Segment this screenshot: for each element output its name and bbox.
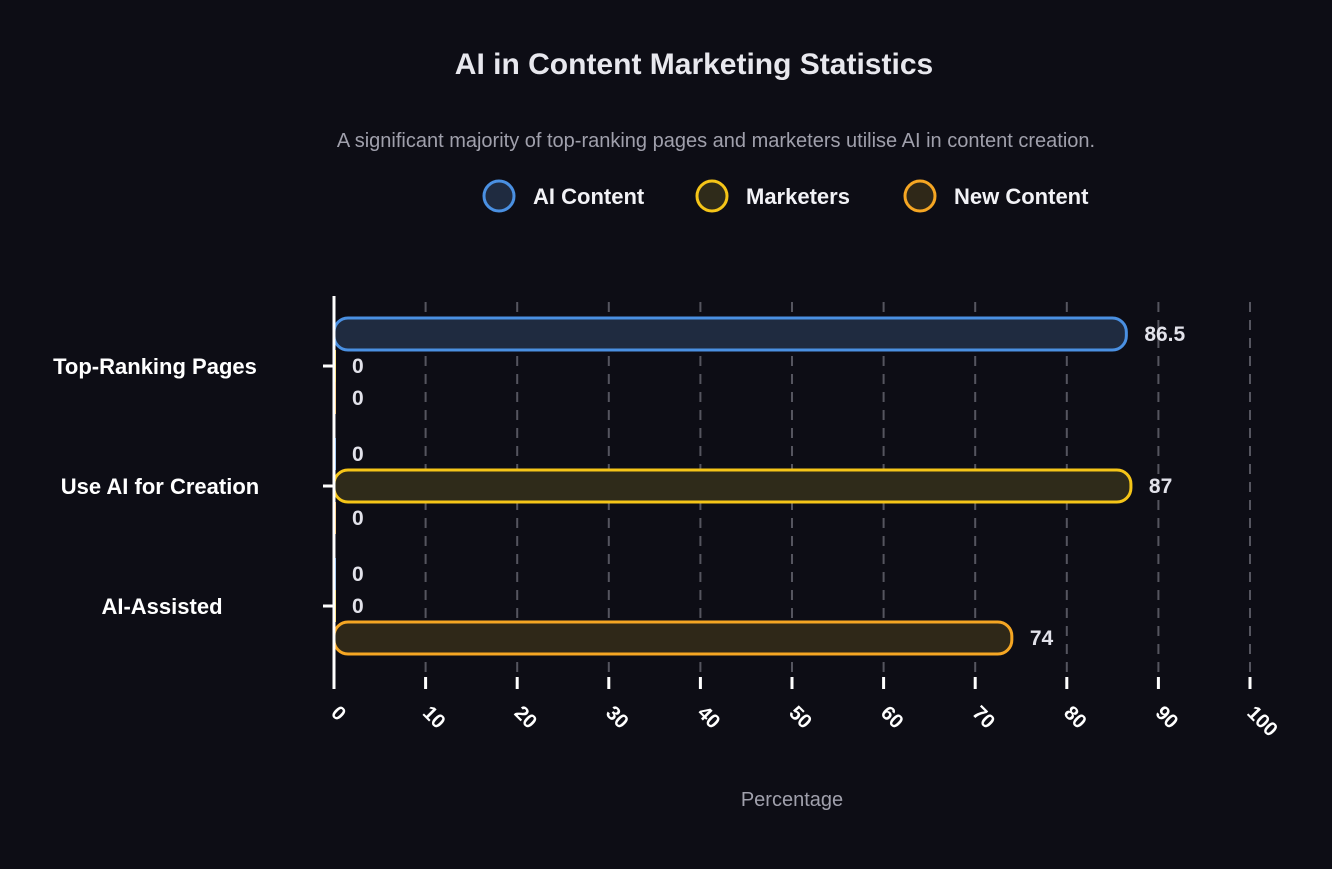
- x-tick-label: 30: [601, 702, 632, 733]
- data-label: 0: [352, 507, 364, 530]
- data-label: 0: [352, 387, 364, 410]
- legend-label: New Content: [954, 184, 1089, 209]
- data-label: 0: [352, 355, 364, 378]
- x-tick-label: 50: [784, 702, 815, 733]
- bar[interactable]: [332, 316, 1128, 352]
- data-label: 87: [1149, 475, 1172, 498]
- x-tick-label: 20: [510, 702, 541, 733]
- x-tick-label: 40: [693, 702, 724, 733]
- data-label: 0: [352, 563, 364, 586]
- x-tick-label: 70: [968, 702, 999, 733]
- bar[interactable]: [332, 620, 1014, 656]
- data-label: 0: [352, 443, 364, 466]
- x-tick-label: 10: [418, 702, 449, 733]
- x-tick-label: 90: [1151, 702, 1182, 733]
- legend-swatch: [903, 179, 937, 213]
- x-tick-label: 100: [1242, 702, 1281, 741]
- category-label: Use AI for Creation: [61, 474, 259, 499]
- data-label: 0: [352, 595, 364, 618]
- bars: 86.5 0 0 0 87 0 0 0 74: [332, 316, 1186, 656]
- axes: 0 10 20 30 40 50 60 70 80 90 100 Top-Ranking Pages U…: [53, 296, 1282, 741]
- data-label: 86.5: [1144, 323, 1185, 346]
- legend-swatch: [482, 179, 516, 213]
- category-label: Top-Ranking Pages: [53, 354, 257, 379]
- bar[interactable]: [332, 468, 1133, 504]
- legend-label: AI Content: [533, 184, 645, 209]
- category-label: AI-Assisted: [101, 594, 222, 619]
- x-tick-label: 80: [1059, 702, 1090, 733]
- legend-label: Marketers: [746, 184, 850, 209]
- x-axis-title: Percentage: [741, 789, 843, 811]
- x-tick-label: 60: [876, 702, 907, 733]
- legend-swatch: [695, 179, 729, 213]
- x-tick-label: 0: [326, 702, 349, 725]
- data-label: 74: [1030, 627, 1054, 650]
- chart-subtitle: A significant majority of top-ranking pa…: [337, 130, 1095, 152]
- legend: AI Content Marketers New Content: [482, 179, 1089, 213]
- chart-title: AI in Content Marketing Statistics: [455, 48, 933, 81]
